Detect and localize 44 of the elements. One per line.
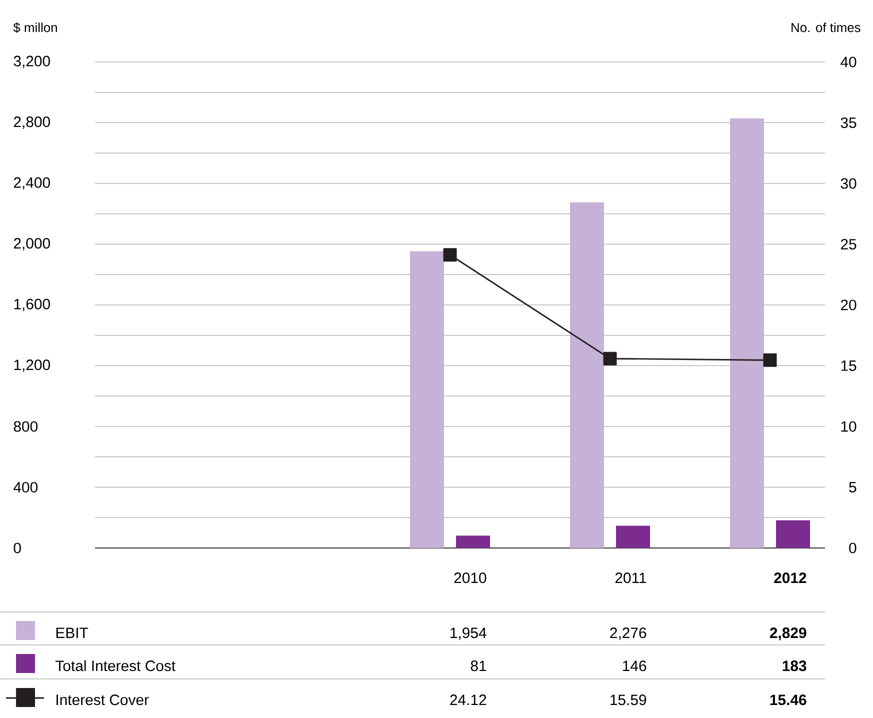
y-tick-label: 2,400 bbox=[14, 177, 50, 190]
y-tick-label: 2,800 bbox=[14, 116, 50, 129]
y-tick-label: 3,200 bbox=[14, 56, 50, 68]
bar bbox=[456, 536, 490, 548]
data-label: 24.12 bbox=[450, 694, 486, 705]
point bbox=[603, 352, 617, 366]
y2-tick-label: 30 bbox=[840, 178, 856, 189]
y2-tick-label: 25 bbox=[840, 238, 856, 250]
data-label: 2,276 bbox=[610, 628, 646, 640]
y2-tick-label: 10 bbox=[841, 421, 856, 432]
y-tick-label: 400 bbox=[14, 482, 38, 493]
y2-tick-label: 35 bbox=[840, 117, 856, 128]
y-axis-title: $ millon bbox=[13, 22, 57, 33]
data-label: 1,954 bbox=[450, 628, 486, 640]
bar bbox=[570, 202, 604, 548]
data-label: 183 bbox=[782, 660, 806, 672]
y-tick-label: 1,200 bbox=[14, 360, 50, 372]
data-label: 15.46 bbox=[770, 694, 806, 706]
y2-tick-label: 40 bbox=[840, 56, 856, 68]
bar bbox=[616, 526, 650, 548]
x-tick-label: 2011 bbox=[615, 572, 646, 584]
y2-tick-label: 5 bbox=[849, 482, 856, 492]
y-tick-label: 0 bbox=[14, 542, 21, 554]
point bbox=[763, 353, 777, 367]
legend-label: Total Interest Cost bbox=[56, 660, 176, 672]
data-label: 81 bbox=[470, 660, 486, 672]
y2-tick-label: 20 bbox=[840, 300, 856, 310]
x-tick-label: 2010 bbox=[454, 572, 486, 584]
bar bbox=[776, 520, 810, 548]
bar bbox=[410, 251, 444, 548]
data-label: 146 bbox=[623, 660, 646, 672]
y-tick-label: 800 bbox=[14, 421, 38, 432]
y-tick-label: 2,000 bbox=[14, 238, 50, 250]
y-tick-label: 1,600 bbox=[14, 298, 50, 312]
data-label: 15.59 bbox=[610, 694, 646, 706]
point bbox=[443, 248, 457, 262]
y2-tick-label: 0 bbox=[849, 542, 856, 554]
y2-axis-title: No. of times bbox=[792, 22, 860, 32]
y2-tick-label: 15 bbox=[841, 360, 856, 371]
legend-label: Interest Cover bbox=[56, 694, 149, 706]
data-label: 2,829 bbox=[770, 628, 806, 640]
bar bbox=[730, 118, 764, 548]
x-tick-label: 2012 bbox=[774, 572, 806, 584]
legend-label: EBIT bbox=[56, 628, 88, 638]
